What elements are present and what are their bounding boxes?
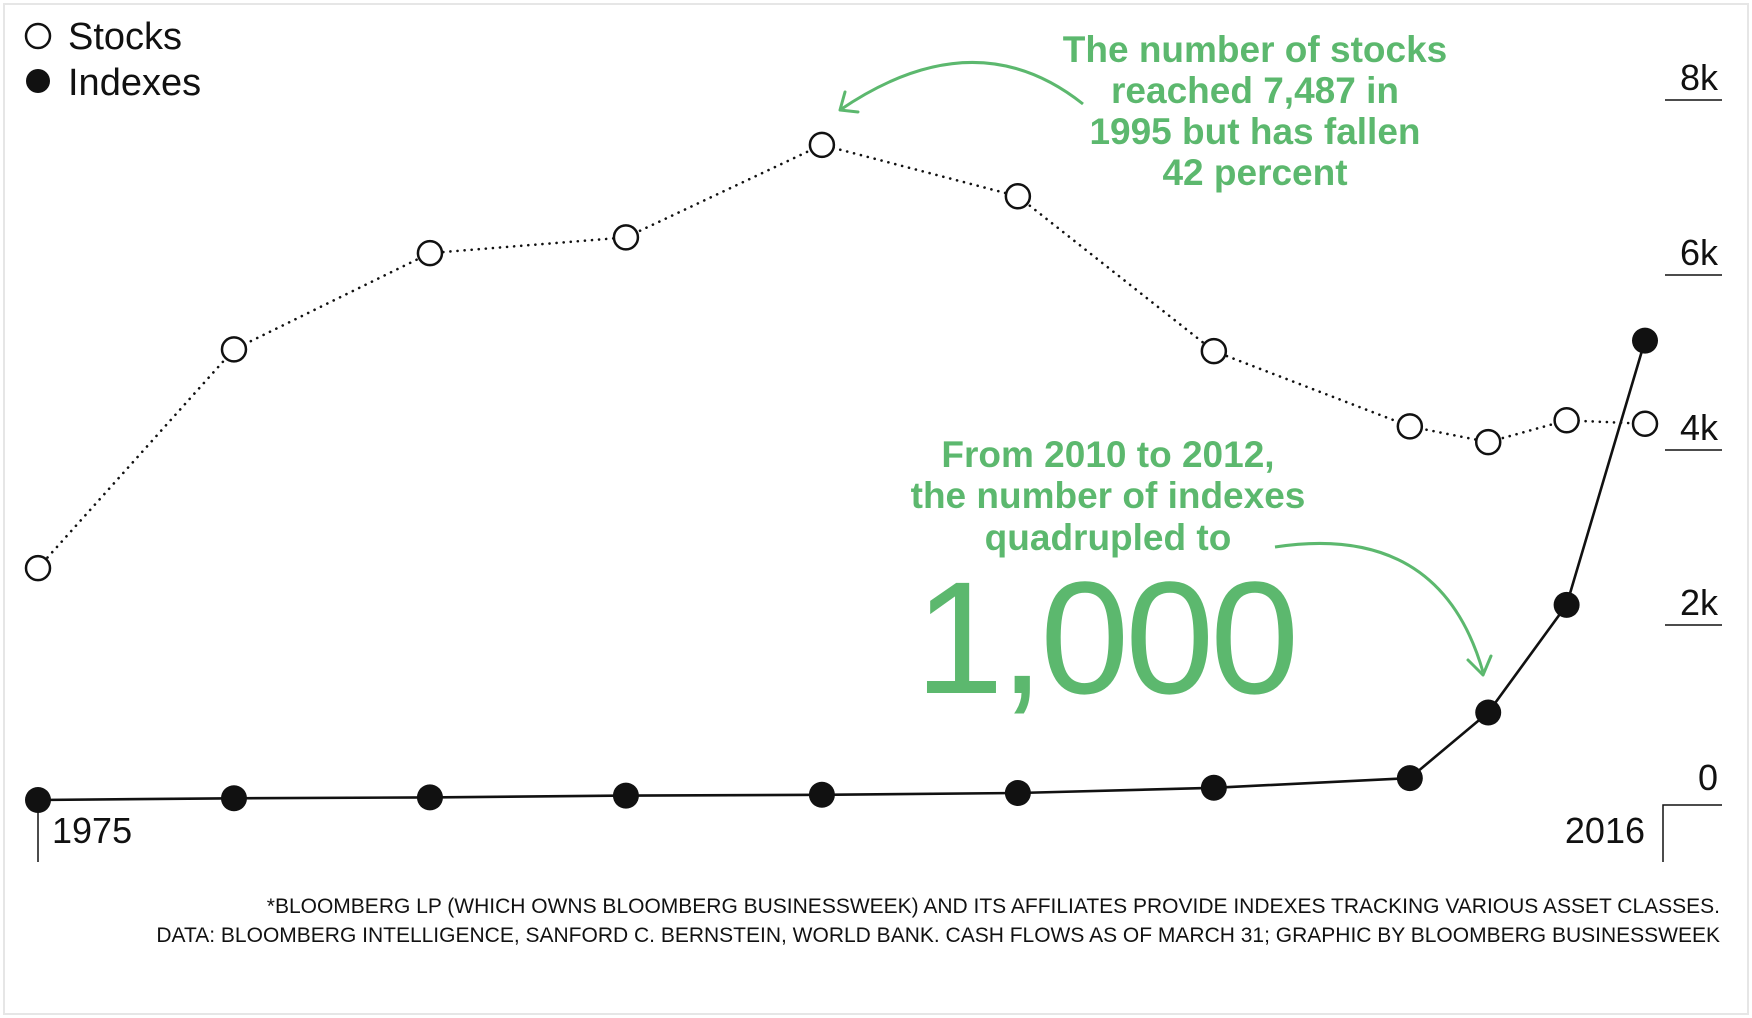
annotation-indexes-line-3: quadrupled to bbox=[985, 517, 1232, 558]
stocks-point-2005 bbox=[1200, 337, 1228, 365]
indexes-point-1995 bbox=[808, 781, 835, 808]
stocks-point-2012 bbox=[1474, 428, 1502, 456]
x-axis: 1975 2016 bbox=[37, 800, 1645, 862]
series-stocks bbox=[24, 131, 1659, 582]
stocks-point-2014 bbox=[1553, 407, 1580, 434]
x-tick-label-start: 1975 bbox=[52, 810, 132, 851]
corner-bracket bbox=[1662, 804, 1722, 862]
legend-stocks-label: Stocks bbox=[68, 16, 182, 58]
x-tick-label-end: 2016 bbox=[1565, 810, 1645, 851]
indexes-point-2010 bbox=[1396, 765, 1423, 792]
stocks-point-1980 bbox=[220, 336, 248, 363]
annotation-indexes-line-2: the number of indexes bbox=[911, 475, 1306, 516]
annotation-stocks-line-1: The number of stocks bbox=[1063, 29, 1447, 70]
series-indexes bbox=[25, 327, 1658, 813]
annotation-stocks-line-3: 1995 but has fallen bbox=[1089, 111, 1420, 152]
indexes-point-2005 bbox=[1200, 774, 1227, 801]
footnote-2: DATA: BLOOMBERG INTELLIGENCE, SANFORD C.… bbox=[156, 924, 1720, 947]
series-line-indexes bbox=[37, 340, 1647, 802]
annotation-stocks: The number of stocks reached 7,487 in 19… bbox=[838, 29, 1447, 193]
indexes-point-1990 bbox=[612, 782, 639, 809]
annotation-stocks-arrow bbox=[839, 60, 1084, 112]
footnote-1: *BLOOMBERG LP (WHICH OWNS BLOOMBERG BUSI… bbox=[267, 895, 1720, 918]
legend-indexes-marker bbox=[26, 69, 50, 93]
stocks-point-2000 bbox=[1004, 183, 1032, 210]
indexes-point-1980 bbox=[220, 785, 247, 812]
y-tick-label-2: 4k bbox=[1680, 407, 1719, 448]
legend-indexes-label: Indexes bbox=[68, 62, 201, 104]
y-tick-label-4: 8k bbox=[1680, 57, 1719, 98]
annotation-indexes-line-1: From 2010 to 2012, bbox=[941, 434, 1274, 475]
annotation-stocks-line-2: reached 7,487 in bbox=[1111, 70, 1399, 111]
indexes-point-1975 bbox=[25, 787, 51, 813]
series-line-stocks bbox=[36, 143, 1647, 570]
annotation-indexes-big-number: 1,000 bbox=[915, 548, 1295, 727]
stocks-point-1995 bbox=[808, 131, 836, 159]
y-tick-label-0: 0 bbox=[1698, 757, 1718, 798]
y-tick-label-3: 6k bbox=[1680, 232, 1719, 273]
indexes-point-2016 bbox=[1632, 327, 1658, 354]
stocks-point-1990 bbox=[612, 224, 640, 251]
y-axis: 0 2k 4k 6k 8k bbox=[1662, 57, 1722, 862]
stocks-point-2016 bbox=[1631, 410, 1659, 437]
y-tick-label-1: 2k bbox=[1680, 582, 1719, 623]
indexes-point-1985 bbox=[416, 784, 443, 811]
stocks-point-1985 bbox=[416, 239, 444, 267]
stocks-point-2010 bbox=[1396, 413, 1424, 440]
indexes-point-2012 bbox=[1475, 699, 1502, 726]
legend: Stocks Indexes bbox=[24, 16, 201, 104]
annotation-indexes-arrow bbox=[1274, 542, 1485, 673]
indexes-point-2000 bbox=[1004, 780, 1031, 806]
annotation-stocks-line-4: 42 percent bbox=[1162, 152, 1347, 193]
annotation-indexes-arrowhead bbox=[1466, 654, 1493, 677]
annotation-indexes: From 2010 to 2012, the number of indexes… bbox=[911, 434, 1493, 727]
annotation-stocks-arrowhead bbox=[838, 90, 860, 114]
indexes-point-2014 bbox=[1553, 591, 1580, 618]
legend-stocks-marker bbox=[24, 22, 52, 50]
frame bbox=[3, 3, 1749, 1015]
stocks-point-1975 bbox=[24, 554, 52, 582]
